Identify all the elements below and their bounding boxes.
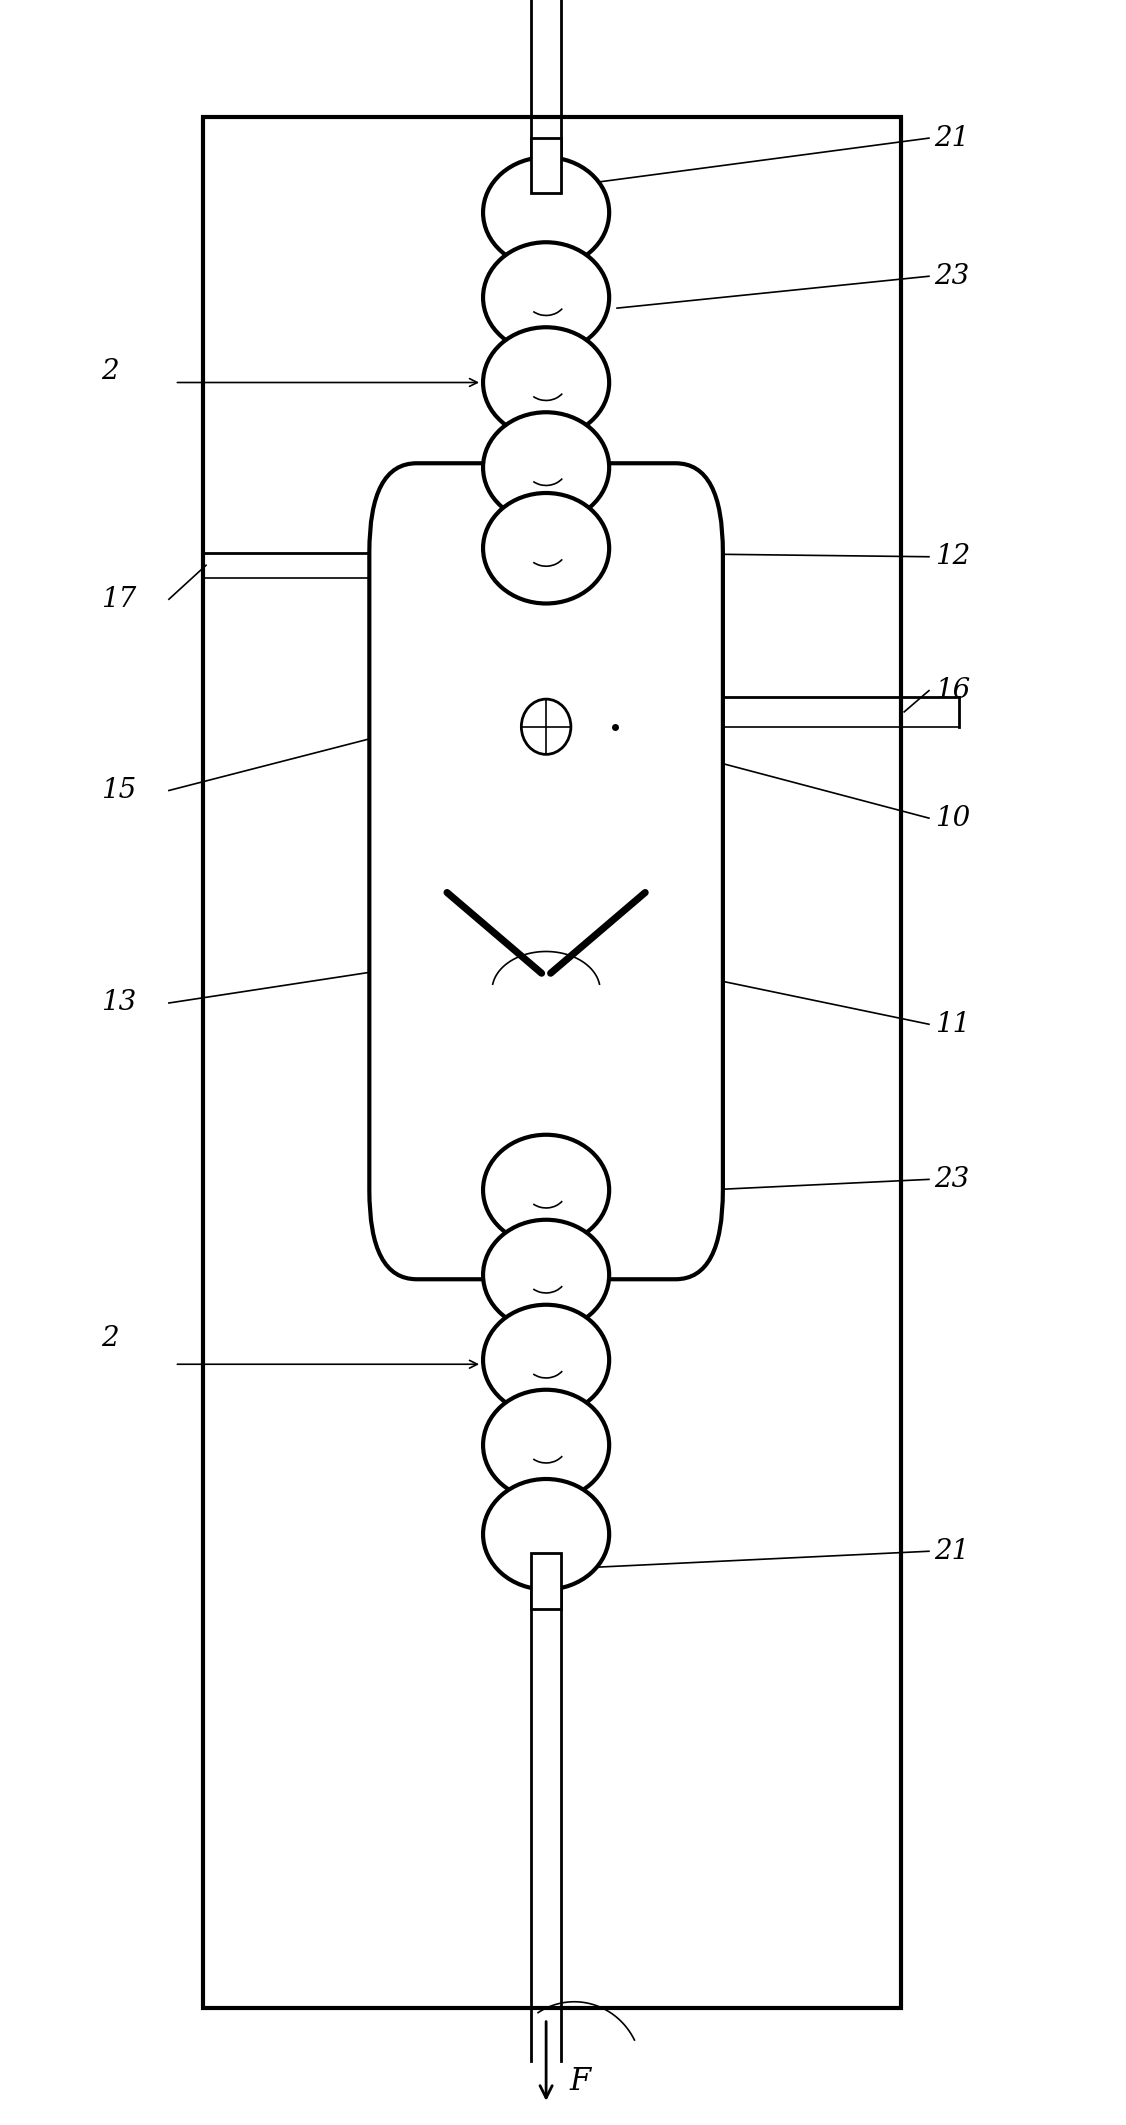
Text: 12: 12 <box>935 544 969 570</box>
Text: 21: 21 <box>935 1538 969 1564</box>
Ellipse shape <box>483 1305 609 1415</box>
Ellipse shape <box>483 1479 609 1590</box>
Text: 13: 13 <box>101 990 136 1016</box>
Text: 16: 16 <box>935 678 969 703</box>
Text: 2: 2 <box>101 1326 119 1352</box>
Text: 15: 15 <box>101 778 136 803</box>
Ellipse shape <box>483 412 609 523</box>
Bar <box>203 117 901 2008</box>
Ellipse shape <box>483 1135 609 1245</box>
Ellipse shape <box>483 157 609 268</box>
Ellipse shape <box>483 1390 609 1500</box>
Text: 2: 2 <box>101 359 119 385</box>
Bar <box>531 1553 561 1609</box>
Ellipse shape <box>483 1220 609 1330</box>
Text: 17: 17 <box>101 586 136 612</box>
FancyBboxPatch shape <box>369 463 723 1279</box>
Ellipse shape <box>483 493 609 603</box>
Ellipse shape <box>521 699 571 754</box>
Bar <box>531 138 561 193</box>
Ellipse shape <box>483 327 609 438</box>
Text: F: F <box>570 2066 590 2097</box>
Text: 21: 21 <box>935 125 969 151</box>
Text: 11: 11 <box>935 1012 969 1037</box>
Text: 10: 10 <box>935 805 969 831</box>
Text: 23: 23 <box>935 1167 969 1192</box>
Text: 23: 23 <box>935 264 969 289</box>
Ellipse shape <box>483 242 609 353</box>
